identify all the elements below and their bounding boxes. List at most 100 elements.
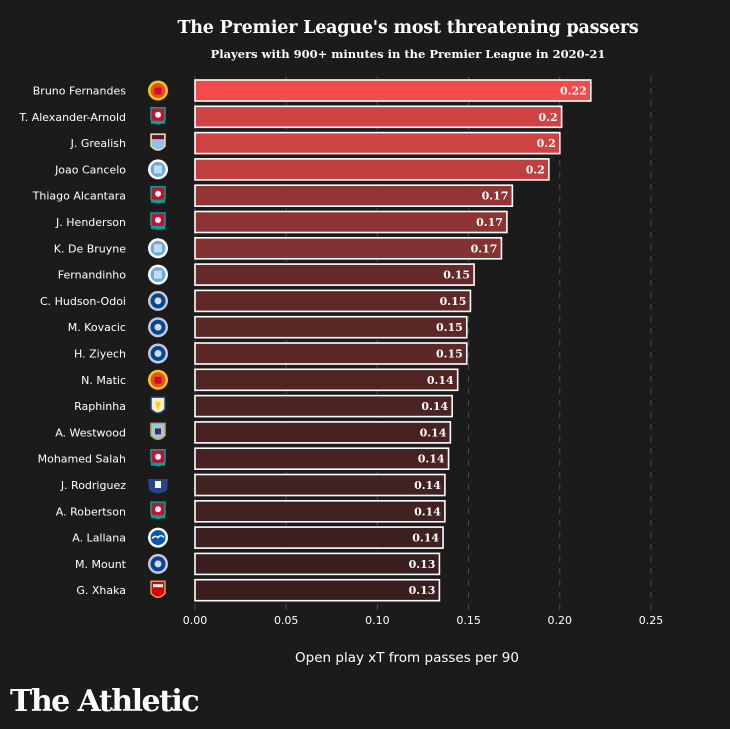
bar	[194, 394, 453, 418]
bar-row: Bruno Fernandes 0.22	[33, 79, 592, 102]
x-tick-label: 0.00	[183, 614, 208, 627]
burnley-badge-icon	[150, 422, 166, 441]
bar	[194, 105, 563, 129]
bar	[194, 447, 450, 471]
player-name-label: C. Hudson-Odoi	[40, 295, 126, 308]
player-name-label: A. Lallana	[72, 532, 126, 545]
player-name-label: Bruno Fernandes	[33, 85, 126, 98]
brighton-badge-icon	[148, 527, 168, 548]
bar	[194, 158, 550, 181]
bar	[194, 342, 468, 365]
chelsea-badge-icon	[148, 290, 168, 311]
player-name-label: Thiago Alcantara	[32, 190, 126, 203]
bar	[194, 131, 561, 155]
value-label: 0.2	[537, 137, 556, 150]
liverpool-badge-icon	[150, 212, 166, 230]
player-name-label: A. Westwood	[55, 426, 126, 439]
liverpool-badge-icon	[150, 185, 166, 204]
bar	[194, 289, 472, 313]
chart-rows: Bruno Fernandes 0.22 T. Alexander-Arnold 0.…	[18, 79, 592, 602]
man-utd-badge-icon	[148, 80, 168, 101]
player-name-label: N. Matic	[81, 374, 126, 387]
chart-subtitle: Players with 900+ minutes in the Premier…	[210, 47, 606, 61]
chelsea-badge-icon	[148, 317, 168, 338]
value-label: 0.14	[421, 400, 448, 413]
aston-villa-badge-icon	[150, 133, 166, 151]
bar-row: J. Rodriguez 0.14	[60, 473, 446, 497]
chelsea-badge-icon	[148, 343, 168, 364]
man-city-badge-icon	[148, 159, 168, 180]
liverpool-badge-icon	[150, 448, 166, 467]
bar	[194, 552, 441, 576]
player-name-label: J. Henderson	[55, 216, 126, 229]
player-name-label: Raphinha	[74, 400, 126, 413]
x-tick-label: 0.20	[548, 614, 573, 627]
bar-row: T. Alexander-Arnold 0.2	[18, 105, 563, 129]
value-label: 0.17	[471, 242, 498, 255]
man-utd-badge-icon	[148, 369, 168, 390]
value-label: 0.15	[436, 348, 463, 361]
bar-row: Raphinha 0.14	[74, 394, 453, 418]
bar	[194, 210, 508, 234]
value-label: 0.15	[436, 321, 463, 334]
chart-title: The Premier League's most threatening pa…	[177, 18, 639, 38]
man-city-badge-icon	[148, 264, 168, 285]
value-label: 0.13	[409, 558, 436, 571]
leeds-badge-icon	[150, 396, 166, 414]
bar-row: Thiago Alcantara 0.17	[32, 184, 514, 207]
player-name-label: A. Robertson	[56, 505, 126, 518]
bar-row: A. Lallana 0.14	[72, 526, 444, 549]
value-label: 0.2	[526, 163, 545, 176]
player-name-label: T. Alexander-Arnold	[18, 111, 126, 124]
x-axis-label: Open play xT from passes per 90	[295, 650, 519, 666]
value-label: 0.17	[482, 190, 509, 203]
bar-row: M. Kovacic 0.15	[68, 315, 468, 339]
x-tick-label: 0.05	[274, 614, 299, 627]
bar-row: J. Henderson 0.17	[55, 210, 508, 234]
the-athletic-logo: The Athletic	[10, 684, 200, 719]
bar	[194, 473, 446, 497]
bar-row: Mohamed Salah 0.14	[38, 447, 450, 471]
everton-badge-icon	[148, 479, 168, 494]
bar	[194, 499, 446, 523]
bar	[194, 526, 444, 549]
bar-row: M. Mount 0.13	[75, 552, 441, 576]
bar-row: Joao Cancelo 0.2	[54, 158, 550, 181]
bar	[194, 79, 592, 102]
player-name-label: Mohamed Salah	[38, 453, 126, 466]
bar	[194, 184, 514, 207]
player-name-label: J. Grealish	[70, 137, 126, 150]
player-name-label: Fernandinho	[58, 269, 126, 282]
x-axis-ticks: 0.00 0.05 0.10 0.15 0.20 0.25	[183, 614, 664, 627]
bar	[194, 368, 459, 392]
x-tick-label: 0.10	[365, 614, 390, 627]
bar	[194, 263, 475, 286]
value-label: 0.17	[476, 216, 503, 229]
liverpool-badge-icon	[150, 107, 166, 125]
bar-row: N. Matic 0.14	[81, 368, 459, 392]
arsenal-badge-icon	[150, 580, 166, 598]
value-label: 0.14	[420, 426, 447, 439]
bar	[194, 315, 468, 339]
value-label: 0.14	[414, 505, 441, 518]
player-name-label: M. Mount	[75, 558, 127, 571]
player-name-label: K. De Bruyne	[54, 242, 126, 255]
bar-row: K. De Bruyne 0.17	[54, 237, 503, 260]
bar-row: Fernandinho 0.15	[58, 263, 475, 286]
value-label: 0.14	[418, 453, 445, 466]
bar-row: H. Ziyech 0.15	[74, 342, 468, 365]
value-label: 0.14	[414, 479, 441, 492]
bar-row: A. Westwood 0.14	[55, 421, 452, 444]
bar	[194, 578, 441, 602]
liverpool-badge-icon	[150, 501, 166, 520]
bar-row: J. Grealish 0.2	[70, 131, 561, 155]
value-label: 0.15	[440, 295, 467, 308]
player-name-label: M. Kovacic	[68, 321, 126, 334]
value-label: 0.22	[560, 85, 587, 98]
value-label: 0.2	[538, 111, 557, 124]
value-label: 0.13	[409, 584, 436, 597]
chelsea-badge-icon	[148, 553, 168, 574]
bar-row: A. Robertson 0.14	[56, 499, 446, 523]
bar	[194, 421, 452, 444]
value-label: 0.15	[443, 269, 470, 282]
